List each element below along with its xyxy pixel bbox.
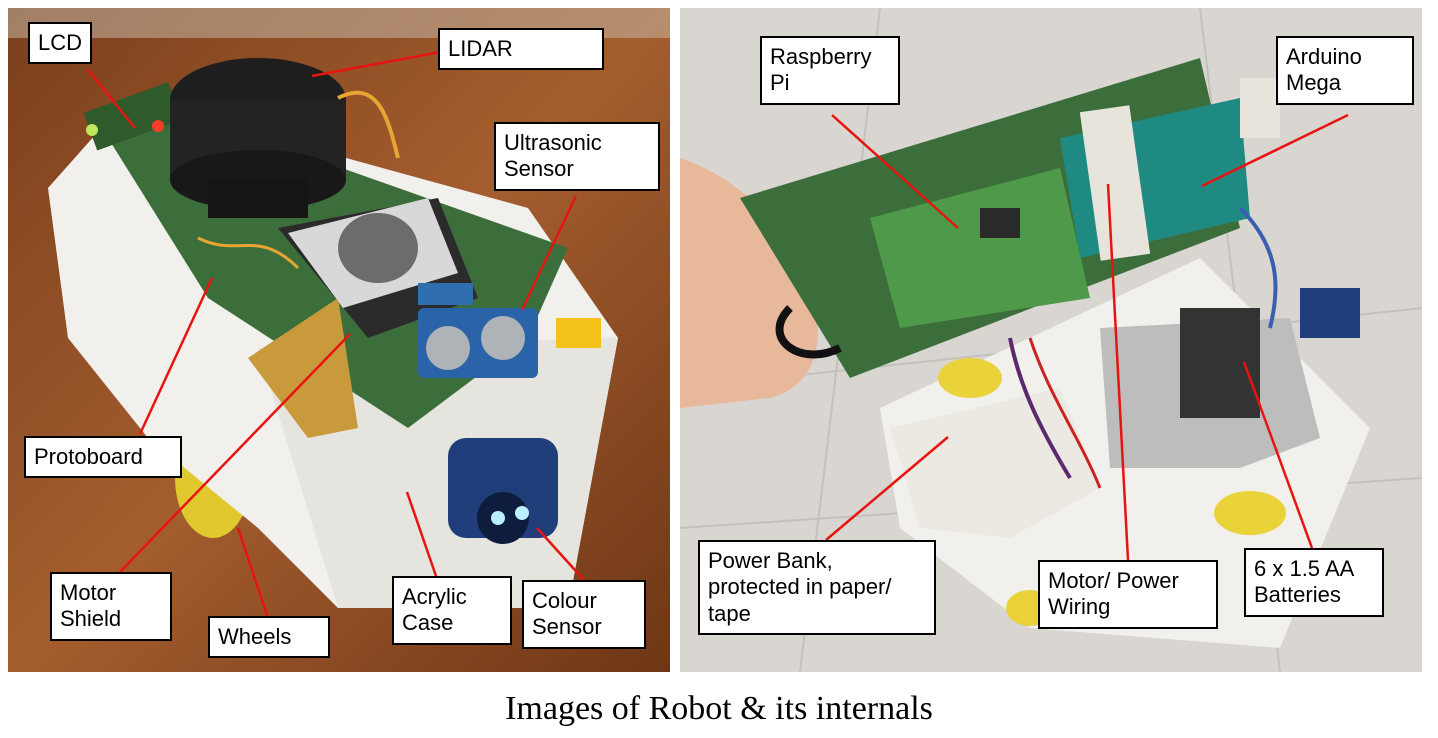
label-raspberry-pi: Raspberry Pi [760,36,900,105]
label-motor-power-wiring: Motor/ Power Wiring [1038,560,1218,629]
label-ultrasonic-sensor: Ultrasonic Sensor [494,122,660,191]
figure-caption: Images of Robot & its internals [505,690,933,727]
label-lcd: LCD [28,22,93,65]
label-motor-shield: Motor Shield [50,572,172,641]
label-lidar: LIDAR [438,28,604,71]
colour-sensor-module [448,438,558,538]
label-colour-sensor: Colour Sensor [522,580,646,649]
label-batteries: 6 x 1.5 AA Batteries [1244,548,1384,617]
label-arduino-mega: Arduino Mega [1276,36,1414,105]
label-wheels: Wheels [208,616,330,659]
label-acrylic-case: Acrylic Case [392,576,512,645]
label-protoboard: Protoboard [24,436,182,479]
battery-holder [1180,308,1260,418]
label-power-bank: Power Bank, protected in paper/ tape [698,540,936,636]
